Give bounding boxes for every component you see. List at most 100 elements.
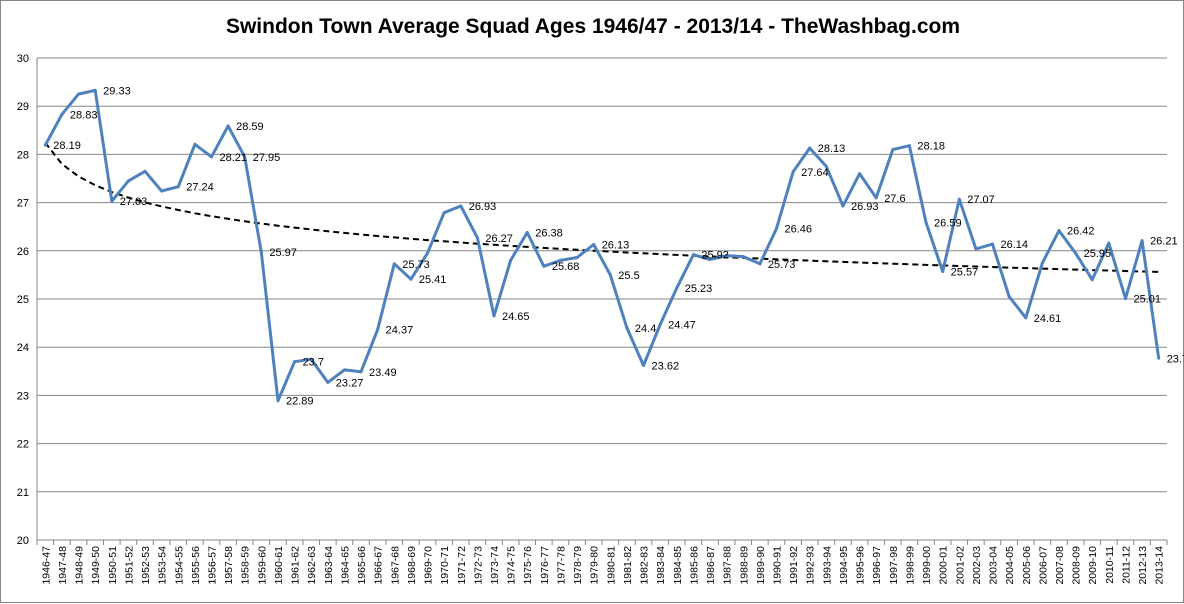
data-point: [774, 227, 778, 231]
data-point: [991, 242, 995, 246]
data-label: 24.65: [502, 311, 530, 323]
data-label: 28.83: [70, 109, 98, 121]
x-tick-label: 1975-76: [522, 546, 534, 585]
data-label: 26.93: [851, 201, 879, 213]
data-label: 26.14: [1001, 239, 1029, 251]
data-point: [808, 146, 812, 150]
data-point: [176, 185, 180, 189]
x-tick-label: 1997-98: [888, 546, 900, 585]
x-tick-label: 1956-57: [206, 546, 218, 585]
data-point: [43, 143, 47, 147]
data-label: 25.73: [768, 259, 796, 271]
data-point: [558, 258, 562, 262]
data-label: 29.33: [103, 85, 131, 97]
x-tick-label: 1961-62: [290, 546, 302, 585]
data-point: [758, 262, 762, 266]
trendline: [44, 142, 1159, 273]
data-point: [509, 258, 513, 262]
data-point: [841, 204, 845, 208]
x-tick-label: 1986-87: [705, 546, 717, 585]
data-point: [675, 286, 679, 290]
x-tick-label: 1995-96: [855, 546, 867, 585]
data-label: 24.37: [386, 324, 414, 336]
x-tick-label: 1958-59: [240, 546, 252, 585]
data-point: [741, 255, 745, 259]
data-point: [1057, 229, 1061, 233]
x-tick-label: 1973-74: [489, 546, 501, 585]
data-label: 25.92: [701, 250, 729, 262]
data-point: [957, 197, 961, 201]
y-tick-label: 22: [17, 439, 29, 451]
x-tick-label: 1989-90: [755, 546, 767, 585]
x-tick-label: 1972-73: [472, 546, 484, 585]
x-tick-label: 1977-78: [555, 546, 567, 585]
x-tick-label: 1987-88: [722, 546, 734, 585]
x-tick-label: 1952-53: [140, 546, 152, 585]
y-tick-label: 23: [17, 390, 29, 402]
data-label: 25.97: [269, 247, 297, 259]
x-tick-label: 2000-01: [938, 546, 950, 585]
x-tick-label: 1960-61: [273, 546, 285, 585]
x-tick-label: 2010-11: [1104, 546, 1116, 584]
x-tick-label: 1950-51: [107, 546, 119, 585]
x-tick-label: 1955-56: [190, 546, 202, 585]
data-label: 23.49: [369, 367, 397, 379]
x-tick-label: 2013-14: [1154, 546, 1166, 585]
data-point: [143, 169, 147, 173]
x-tick-label: 1951-52: [123, 546, 135, 585]
x-tick-label: 1966-67: [373, 546, 385, 585]
x-tick-label: 1978-79: [572, 546, 584, 585]
y-tick-label: 27: [17, 198, 29, 210]
data-point: [1024, 316, 1028, 320]
data-point: [974, 247, 978, 251]
data-point: [1007, 295, 1011, 299]
data-label: 26.38: [535, 227, 563, 239]
data-label: 26.93: [469, 201, 497, 213]
data-label: 27.95: [253, 152, 281, 164]
data-point: [475, 236, 479, 240]
data-label: 27.64: [801, 167, 829, 179]
data-label: 24.4: [635, 323, 656, 335]
x-tick-label: 1971-72: [456, 546, 468, 585]
data-label: 23.77: [1167, 353, 1184, 365]
data-point: [924, 220, 928, 224]
data-point: [608, 273, 612, 277]
data-point: [126, 179, 130, 183]
x-tick-label: 1967-68: [389, 546, 401, 585]
data-point: [309, 357, 313, 361]
data-label: 27.6: [884, 193, 905, 205]
data-point: [824, 164, 828, 168]
x-tick-label: 2011-12: [1120, 546, 1132, 584]
data-label: 28.18: [917, 141, 945, 153]
x-tick-label: 1994-95: [838, 546, 850, 585]
data-point: [791, 170, 795, 174]
x-tick-label: 1976-77: [539, 546, 551, 585]
data-point: [858, 172, 862, 176]
data-point: [459, 204, 463, 208]
x-tick-label: 1980-81: [605, 546, 617, 585]
data-point: [376, 327, 380, 331]
data-point: [326, 380, 330, 384]
data-point: [1090, 278, 1094, 282]
data-point: [592, 243, 596, 247]
data-point: [442, 211, 446, 215]
x-tick-label: 2008-09: [1071, 546, 1083, 585]
data-label: 28.59: [236, 121, 264, 133]
data-label: 24.61: [1034, 313, 1062, 325]
data-point: [492, 314, 496, 318]
data-point: [60, 112, 64, 116]
x-tick-label: 1953-54: [157, 546, 169, 585]
x-tick-label: 1964-65: [339, 546, 351, 585]
data-point: [575, 256, 579, 260]
x-tick-label: 1959-60: [256, 546, 268, 585]
x-tick-label: 2003-04: [988, 546, 1000, 585]
y-tick-label: 29: [17, 101, 29, 113]
data-label: 28.21: [219, 152, 247, 164]
x-tick-label: 1993-94: [821, 546, 833, 585]
x-tick-label: 1947-48: [57, 546, 69, 585]
y-tick-label: 20: [17, 535, 29, 547]
x-tick-label: 1970-71: [439, 546, 451, 585]
x-tick-label: 2009-10: [1087, 546, 1099, 585]
data-label: 27.03: [120, 196, 148, 208]
